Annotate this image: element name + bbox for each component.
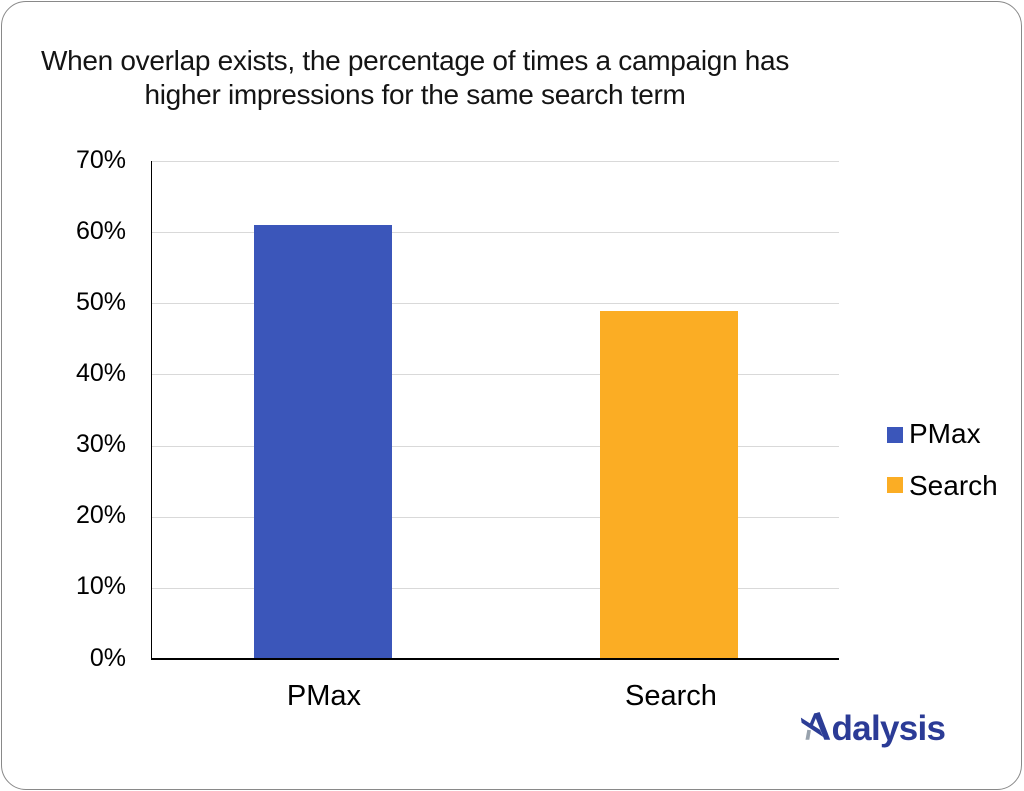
svg-text:dalysis: dalysis xyxy=(832,709,946,748)
